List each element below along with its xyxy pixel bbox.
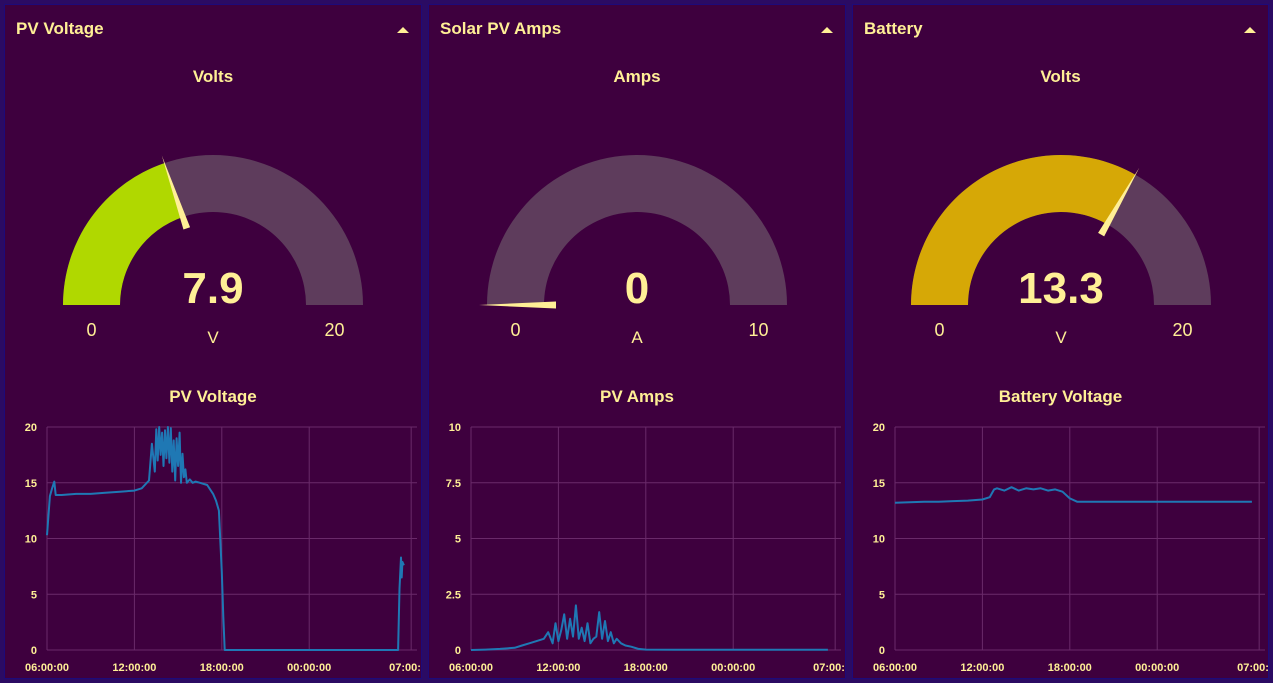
gauge-value: 7.9	[182, 264, 243, 313]
line-chart: 20 15 10 5 0 06:00:00 12:00:00 18:00:00 00:00:00…	[5, 413, 422, 679]
y-tick-label: 0	[455, 645, 461, 657]
gauge-title: Volts	[853, 67, 1268, 87]
gauge-fill	[63, 163, 183, 305]
y-tick-label: 0	[879, 645, 885, 657]
panel-header[interactable]: Solar PV Amps	[429, 5, 845, 51]
x-tick-label: 06:00:00	[873, 662, 917, 674]
line-chart: 20 15 10 5 0 06:00:00 12:00:00 18:00:00 00:00:00…	[853, 413, 1269, 679]
y-tick-label: 20	[25, 422, 37, 434]
x-tick-label: 07:00:00	[1237, 662, 1269, 674]
x-tick-label: 18:00:00	[1048, 662, 1092, 674]
y-tick-label: 5	[455, 534, 461, 546]
gauge-min-label: 0	[86, 320, 96, 340]
y-tick-label: 15	[873, 478, 885, 490]
y-tick-label: 5	[31, 589, 37, 601]
y-tick-label: 15	[25, 478, 37, 490]
series-line	[471, 605, 828, 650]
gauge-unit: V	[1055, 328, 1067, 347]
x-tick-label: 06:00:00	[25, 662, 69, 674]
panel-battery: Battery Volts 13.3 0 20 V Battery Voltag…	[852, 4, 1269, 679]
gauge-value: 13.3	[1018, 264, 1104, 313]
panel-solar-pv-amps: Solar PV Amps Amps 0 0 10 A PV Amps 10 7.…	[428, 4, 846, 679]
chart-title: Battery Voltage	[853, 387, 1268, 407]
series-line	[895, 487, 1252, 503]
y-tick-label: 10	[25, 534, 37, 546]
gauge-max-label: 20	[324, 320, 344, 340]
panel-title: Battery	[864, 19, 923, 39]
y-tick-label: 0	[31, 645, 37, 657]
collapse-caret-icon[interactable]	[821, 27, 833, 33]
y-tick-label: 10	[449, 422, 461, 434]
x-tick-label: 07:00:00	[813, 662, 846, 674]
collapse-caret-icon[interactable]	[397, 27, 409, 33]
gauge-title: Volts	[5, 67, 421, 87]
chart-title: PV Voltage	[5, 387, 421, 407]
x-tick-label: 06:00:00	[449, 662, 493, 674]
panel-title: PV Voltage	[16, 19, 104, 39]
gauge: 7.9 0 20 V	[5, 105, 422, 355]
x-tick-label: 00:00:00	[287, 662, 331, 674]
x-tick-label: 00:00:00	[1135, 662, 1179, 674]
y-tick-label: 2.5	[446, 589, 461, 601]
panel-title: Solar PV Amps	[440, 19, 561, 39]
x-tick-label: 00:00:00	[711, 662, 755, 674]
gauge: 0 0 10 A	[429, 105, 846, 355]
gauge-min-label: 0	[510, 320, 520, 340]
chart-title: PV Amps	[429, 387, 845, 407]
y-tick-label: 10	[873, 534, 885, 546]
gauge-unit: A	[631, 328, 643, 347]
x-tick-label: 12:00:00	[112, 662, 156, 674]
y-tick-label: 5	[879, 589, 885, 601]
gauge-value: 0	[625, 264, 649, 313]
gauge: 13.3 0 20 V	[853, 105, 1269, 355]
x-tick-label: 18:00:00	[624, 662, 668, 674]
panel-pv-voltage: PV Voltage Volts 7.9 0 20 V PV Voltage 2…	[4, 4, 422, 679]
collapse-caret-icon[interactable]	[1244, 27, 1256, 33]
y-tick-label: 20	[873, 422, 885, 434]
y-tick-label: 7.5	[446, 478, 461, 490]
gauge-title: Amps	[429, 67, 845, 87]
line-chart: 10 7.5 5 2.5 0 06:00:00 12:00:00 18:00:00 00:00:…	[429, 413, 846, 679]
gauge-max-label: 20	[1172, 320, 1192, 340]
panel-header[interactable]: Battery	[853, 5, 1268, 51]
gauge-min-label: 0	[934, 320, 944, 340]
panel-header[interactable]: PV Voltage	[5, 5, 421, 51]
gauge-max-label: 10	[748, 320, 768, 340]
gauge-unit: V	[207, 328, 219, 347]
x-tick-label: 07:00:00	[389, 662, 422, 674]
x-tick-label: 18:00:00	[200, 662, 244, 674]
x-tick-label: 12:00:00	[960, 662, 1004, 674]
x-tick-label: 12:00:00	[536, 662, 580, 674]
